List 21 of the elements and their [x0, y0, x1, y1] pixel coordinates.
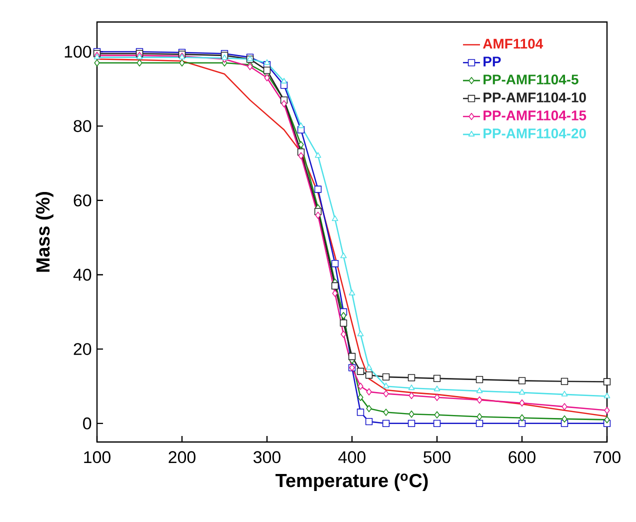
x-tick-label: 300	[254, 451, 280, 464]
y-axis-title: Mass (%)	[36, 192, 54, 272]
legend-label: AMF1104	[482, 38, 544, 49]
y-tick-label: 100	[64, 46, 92, 58]
y-tick-label: 20	[74, 343, 92, 356]
x-tick-label: 200	[168, 451, 196, 464]
x-tick-label: 400	[338, 451, 366, 464]
legend-label: PP-AMF1104-15	[484, 110, 586, 120]
legend-label: PP-AMF1104-20	[484, 128, 586, 138]
y-tick-label: 60	[74, 194, 92, 206]
y-tick-label: 40	[73, 268, 92, 281]
x-tick-label: 600	[508, 451, 536, 464]
x-tick-label: 500	[424, 451, 450, 464]
x-tick-label: 100	[84, 451, 110, 464]
legend-label: PP-AMF1104-5	[484, 74, 578, 84]
x-axis-title: Temperature ($^{o}$C)	[276, 473, 428, 491]
legend-label: PP	[484, 56, 501, 66]
y-tick-label: 80	[74, 120, 92, 132]
y-tick-label: 0	[83, 417, 92, 430]
legend-label: PP-AMF1104-10	[484, 92, 586, 102]
x-tick-label: 700	[594, 451, 620, 464]
